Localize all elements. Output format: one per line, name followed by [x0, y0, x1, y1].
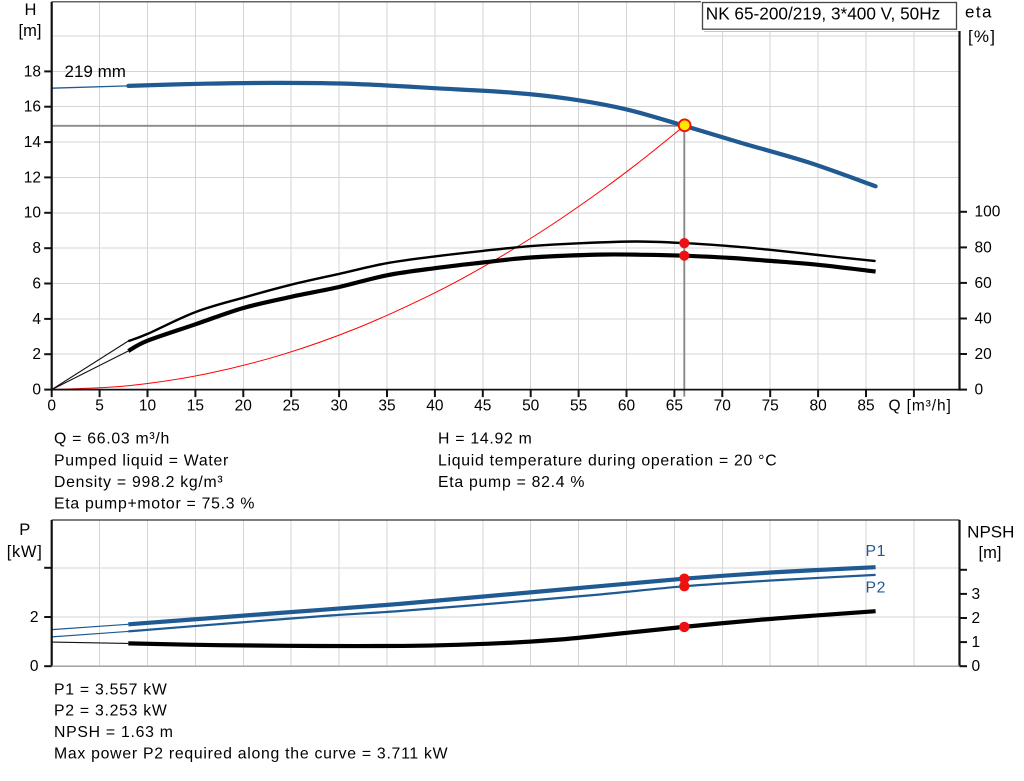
svg-text:Q [m³/h]: Q [m³/h]: [889, 398, 952, 415]
svg-text:70: 70: [714, 398, 732, 415]
svg-text:P: P: [19, 521, 30, 539]
svg-text:65: 65: [666, 398, 683, 415]
svg-text:219 mm: 219 mm: [65, 62, 126, 81]
svg-text:100: 100: [975, 204, 1001, 221]
svg-text:0: 0: [47, 398, 56, 415]
svg-text:Eta pump+motor = 75.3 %: Eta pump+motor = 75.3 %: [54, 495, 255, 512]
svg-text:H: H: [25, 1, 37, 19]
svg-text:2: 2: [32, 346, 41, 363]
svg-text:5: 5: [95, 398, 104, 415]
svg-text:Eta pump = 82.4 %: Eta pump = 82.4 %: [438, 474, 585, 491]
svg-text:10: 10: [24, 205, 42, 222]
svg-text:50: 50: [522, 398, 540, 415]
svg-text:20: 20: [235, 398, 253, 415]
svg-text:60: 60: [975, 275, 993, 292]
svg-text:P1 = 3.557 kW: P1 = 3.557 kW: [54, 681, 168, 698]
svg-text:0: 0: [32, 382, 41, 399]
svg-text:16: 16: [24, 99, 41, 116]
svg-text:35: 35: [378, 398, 395, 415]
svg-text:18: 18: [24, 63, 41, 80]
svg-text:80: 80: [809, 398, 827, 415]
svg-text:15: 15: [187, 398, 204, 415]
svg-text:30: 30: [330, 398, 348, 415]
svg-text:1: 1: [972, 634, 981, 651]
svg-text:60: 60: [618, 398, 636, 415]
svg-text:3: 3: [972, 586, 981, 603]
svg-text:[m]: [m]: [979, 544, 1002, 562]
svg-text:Q = 66.03 m³/h: Q = 66.03 m³/h: [54, 431, 170, 448]
svg-text:40: 40: [426, 398, 444, 415]
svg-text:25: 25: [283, 398, 300, 415]
svg-text:75: 75: [762, 398, 779, 415]
svg-text:0: 0: [975, 382, 984, 399]
svg-text:2: 2: [30, 609, 39, 626]
svg-text:P2 = 3.253 kW: P2 = 3.253 kW: [54, 703, 168, 720]
svg-text:NPSH: NPSH: [967, 522, 1014, 541]
svg-text:45: 45: [474, 398, 491, 415]
svg-text:[%]: [%]: [968, 27, 996, 46]
svg-text:55: 55: [570, 398, 587, 415]
svg-text:Max power P2 required along th: Max power P2 required along the curve = …: [54, 745, 448, 762]
svg-text:NPSH = 1.63 m: NPSH = 1.63 m: [54, 724, 174, 741]
svg-text:6: 6: [32, 275, 41, 292]
svg-text:10: 10: [139, 398, 157, 415]
svg-text:0: 0: [972, 658, 981, 675]
svg-text:20: 20: [975, 346, 993, 363]
svg-text:P2: P2: [866, 579, 887, 596]
svg-text:Pumped liquid = Water: Pumped liquid = Water: [54, 452, 229, 469]
svg-text:12: 12: [24, 169, 41, 186]
svg-text:H = 14.92 m: H = 14.92 m: [438, 431, 533, 448]
svg-text:4: 4: [32, 311, 41, 328]
svg-text:P1: P1: [866, 543, 887, 560]
svg-text:80: 80: [975, 239, 993, 256]
svg-text:eta: eta: [965, 2, 993, 21]
svg-text:85: 85: [857, 398, 874, 415]
svg-text:2: 2: [972, 610, 981, 627]
svg-text:14: 14: [24, 134, 42, 151]
svg-text:Density = 998.2 kg/m³: Density = 998.2 kg/m³: [54, 474, 223, 491]
svg-text:Liquid temperature during oper: Liquid temperature during operation = 20…: [438, 452, 777, 469]
svg-text:40: 40: [975, 310, 993, 327]
svg-text:[kW]: [kW]: [7, 543, 43, 561]
svg-text:NK 65-200/219, 3*400 V, 50Hz: NK 65-200/219, 3*400 V, 50Hz: [706, 3, 940, 23]
svg-text:8: 8: [32, 240, 41, 257]
svg-text:[m]: [m]: [19, 22, 42, 40]
svg-text:0: 0: [30, 658, 39, 675]
